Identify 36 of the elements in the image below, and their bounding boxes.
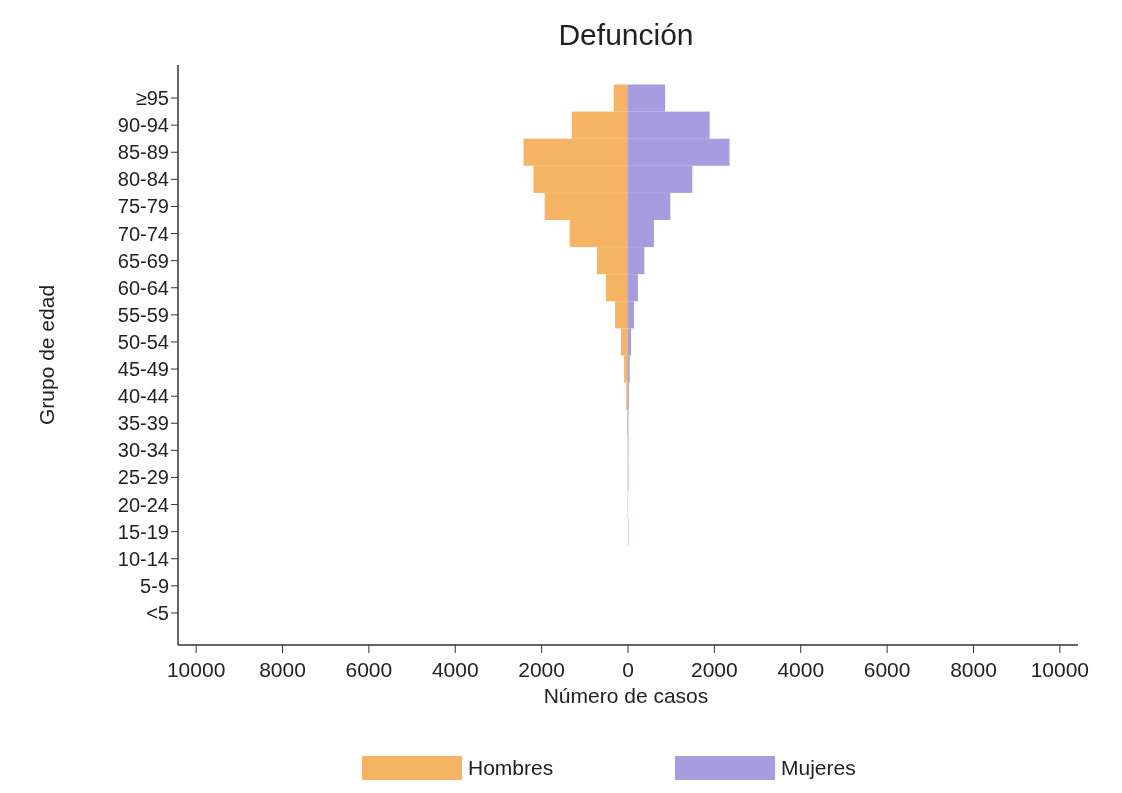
y-tick-label: 15-19 <box>117 520 169 543</box>
x-tick-label: 10000 <box>1030 658 1090 681</box>
x-tick-label: 10000 <box>166 658 226 681</box>
y-tick-label: 35-39 <box>117 412 169 435</box>
x-tick-label: 4000 <box>431 658 479 681</box>
y-tick-label: <5 <box>146 601 169 624</box>
y-tick-label: 10-14 <box>117 547 169 570</box>
x-tick-label: 2000 <box>691 658 738 681</box>
y-tick-label: 5-9 <box>140 574 169 597</box>
y-tick-label: 20-24 <box>117 493 169 516</box>
y-tick-label: 30-34 <box>117 439 169 462</box>
y-tick-label: 50-54 <box>117 330 169 353</box>
x-tick-label: 6000 <box>345 658 393 681</box>
chart-title: Defunción <box>558 18 694 51</box>
y-tick-label: 80-84 <box>117 168 169 191</box>
y-tick-label: 40-44 <box>117 385 169 408</box>
y-tick-label: 70-74 <box>117 222 169 245</box>
y-tick-label: 45-49 <box>117 358 169 381</box>
x-axis-title: Número de casos <box>543 684 709 707</box>
y-tick-label: 65-69 <box>117 249 169 272</box>
x-tick-label: 2000 <box>518 658 565 681</box>
y-tick-label: 60-64 <box>117 276 169 299</box>
x-tick-label: 8000 <box>259 658 306 681</box>
y-tick-label: 85-89 <box>117 141 169 164</box>
legend-label: Hombres <box>468 756 554 779</box>
y-tick-label: 75-79 <box>117 195 169 218</box>
y-axis-title: Grupo de edad <box>35 284 58 426</box>
y-tick-label: 55-59 <box>117 303 169 326</box>
x-tick-label: 8000 <box>950 658 997 681</box>
y-tick-label: 90-94 <box>117 114 169 137</box>
x-tick-label: 0 <box>622 658 634 681</box>
y-tick-label: ≥95 <box>135 87 169 110</box>
x-tick-label: 4000 <box>777 658 825 681</box>
y-tick-label: 25-29 <box>117 466 169 489</box>
x-tick-label: 6000 <box>863 658 911 681</box>
legend-label: Mujeres <box>781 756 856 779</box>
